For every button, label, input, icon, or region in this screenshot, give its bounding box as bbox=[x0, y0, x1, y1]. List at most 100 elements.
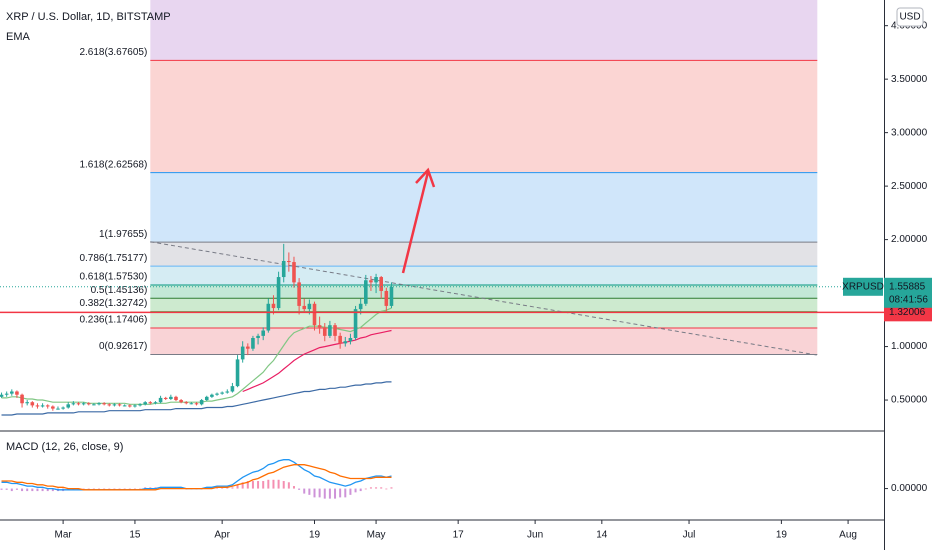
fib-label: 1(1.97655) bbox=[99, 229, 147, 240]
macd-histogram-bar bbox=[149, 487, 152, 489]
macd-histogram-bar bbox=[241, 482, 244, 489]
candle-body bbox=[45, 405, 50, 407]
x-tick-label: 17 bbox=[453, 530, 465, 541]
macd-histogram-bar bbox=[87, 488, 90, 490]
candle-body bbox=[251, 338, 255, 349]
macd-histogram-bar bbox=[51, 488, 54, 492]
fib-band bbox=[150, 242, 818, 267]
macd-histogram-bar bbox=[257, 481, 260, 489]
x-tick-label: Jun bbox=[527, 530, 543, 541]
candle-body bbox=[389, 286, 394, 306]
last-price-tag bbox=[884, 277, 932, 308]
candle-body bbox=[174, 396, 178, 401]
candle-body bbox=[122, 405, 127, 407]
candle-body bbox=[369, 280, 373, 283]
candle-body bbox=[0, 394, 4, 397]
macd-histogram-bar bbox=[144, 487, 147, 489]
candle-body bbox=[66, 404, 71, 408]
macd-histogram-bar bbox=[385, 488, 388, 490]
candle-body bbox=[61, 407, 65, 409]
macd-histogram-bar bbox=[298, 488, 301, 490]
macd-histogram-bar bbox=[108, 488, 111, 490]
candle-body bbox=[276, 277, 281, 309]
macd-histogram-bar bbox=[123, 488, 126, 490]
fib-label: 1.618(2.62568) bbox=[79, 159, 147, 170]
fib-band bbox=[150, 311, 818, 328]
candle-body bbox=[328, 325, 332, 336]
fib-band bbox=[150, 172, 818, 243]
macd-histogram-bar bbox=[246, 481, 249, 489]
arrow-head bbox=[415, 167, 436, 188]
candle-body bbox=[86, 403, 91, 405]
x-tick-label: Mar bbox=[54, 530, 72, 541]
x-tick-label: Apr bbox=[214, 530, 230, 541]
candle-body bbox=[379, 277, 383, 291]
macd-histogram-bar bbox=[282, 481, 285, 489]
candle-body bbox=[184, 402, 189, 404]
y-tick-label: 3.50000 bbox=[891, 74, 928, 85]
candle-body bbox=[292, 262, 296, 283]
macd-label: MACD (12, 26, close, 9) bbox=[6, 441, 123, 453]
ema-line bbox=[242, 329, 392, 393]
candle-body bbox=[189, 403, 194, 405]
fib-label: 0.236(1.17406) bbox=[79, 315, 147, 326]
candle-body bbox=[102, 403, 106, 405]
candle-body bbox=[56, 408, 60, 410]
macd-histogram-bar bbox=[354, 488, 357, 493]
macd-histogram-bar bbox=[103, 488, 106, 490]
candle-body bbox=[281, 260, 286, 278]
candle-body bbox=[287, 260, 291, 263]
macd-histogram-bar bbox=[328, 488, 331, 499]
currency-label[interactable]: USD bbox=[899, 12, 920, 23]
signal-line bbox=[1, 464, 392, 491]
candle-body bbox=[40, 405, 45, 407]
currency-button[interactable] bbox=[896, 7, 924, 27]
macd-y-tick-label: 0.00000 bbox=[891, 483, 928, 494]
fib-label: 0.382(1.32742) bbox=[79, 298, 147, 309]
macd-histogram-bar bbox=[236, 484, 239, 489]
fib-label: 0.5(1.45136) bbox=[91, 285, 148, 296]
x-tick-label: 19 bbox=[776, 530, 788, 541]
candle-body bbox=[322, 327, 327, 336]
candle-body bbox=[163, 397, 168, 399]
candle-body bbox=[240, 346, 245, 360]
candle-body bbox=[92, 404, 96, 406]
candle-body bbox=[20, 394, 24, 404]
candle-body bbox=[10, 391, 14, 394]
macd-histogram-bar bbox=[359, 488, 362, 492]
macd-histogram-bar bbox=[251, 481, 254, 489]
candle-body bbox=[297, 282, 301, 306]
candle-body bbox=[358, 303, 363, 310]
fib-band bbox=[150, 298, 818, 312]
candle-body bbox=[199, 400, 204, 405]
arrow-annotation bbox=[401, 171, 430, 274]
macd-histogram-bar bbox=[128, 488, 131, 490]
macd-histogram-bar bbox=[344, 488, 347, 498]
macd-histogram-bar bbox=[267, 479, 270, 489]
candle-body bbox=[230, 386, 235, 392]
macd-histogram-bar bbox=[349, 488, 352, 495]
candle-body bbox=[261, 330, 265, 336]
macd-histogram-bar bbox=[339, 488, 342, 498]
macd-histogram-bar bbox=[334, 488, 337, 499]
macd-histogram-bar bbox=[82, 488, 85, 490]
candle-body bbox=[384, 290, 389, 306]
fib-band bbox=[150, 60, 818, 173]
candle-body bbox=[374, 277, 378, 283]
candle-body bbox=[246, 346, 250, 349]
candle-body bbox=[112, 404, 117, 406]
fib-band bbox=[150, 0, 818, 61]
candle-body bbox=[353, 309, 358, 339]
candle-body bbox=[307, 303, 312, 310]
price-tag bbox=[884, 303, 932, 322]
macd-histogram-bar bbox=[375, 487, 378, 489]
candle-body bbox=[333, 325, 337, 336]
candle-body bbox=[343, 341, 348, 344]
candle-body bbox=[338, 335, 342, 344]
macd-histogram-bar bbox=[139, 488, 142, 490]
y-tick-label: 0.50000 bbox=[891, 395, 928, 406]
candle-body bbox=[76, 403, 81, 405]
fib-label: 2.618(3.67605) bbox=[79, 47, 147, 58]
x-tick-label: 14 bbox=[596, 530, 608, 541]
